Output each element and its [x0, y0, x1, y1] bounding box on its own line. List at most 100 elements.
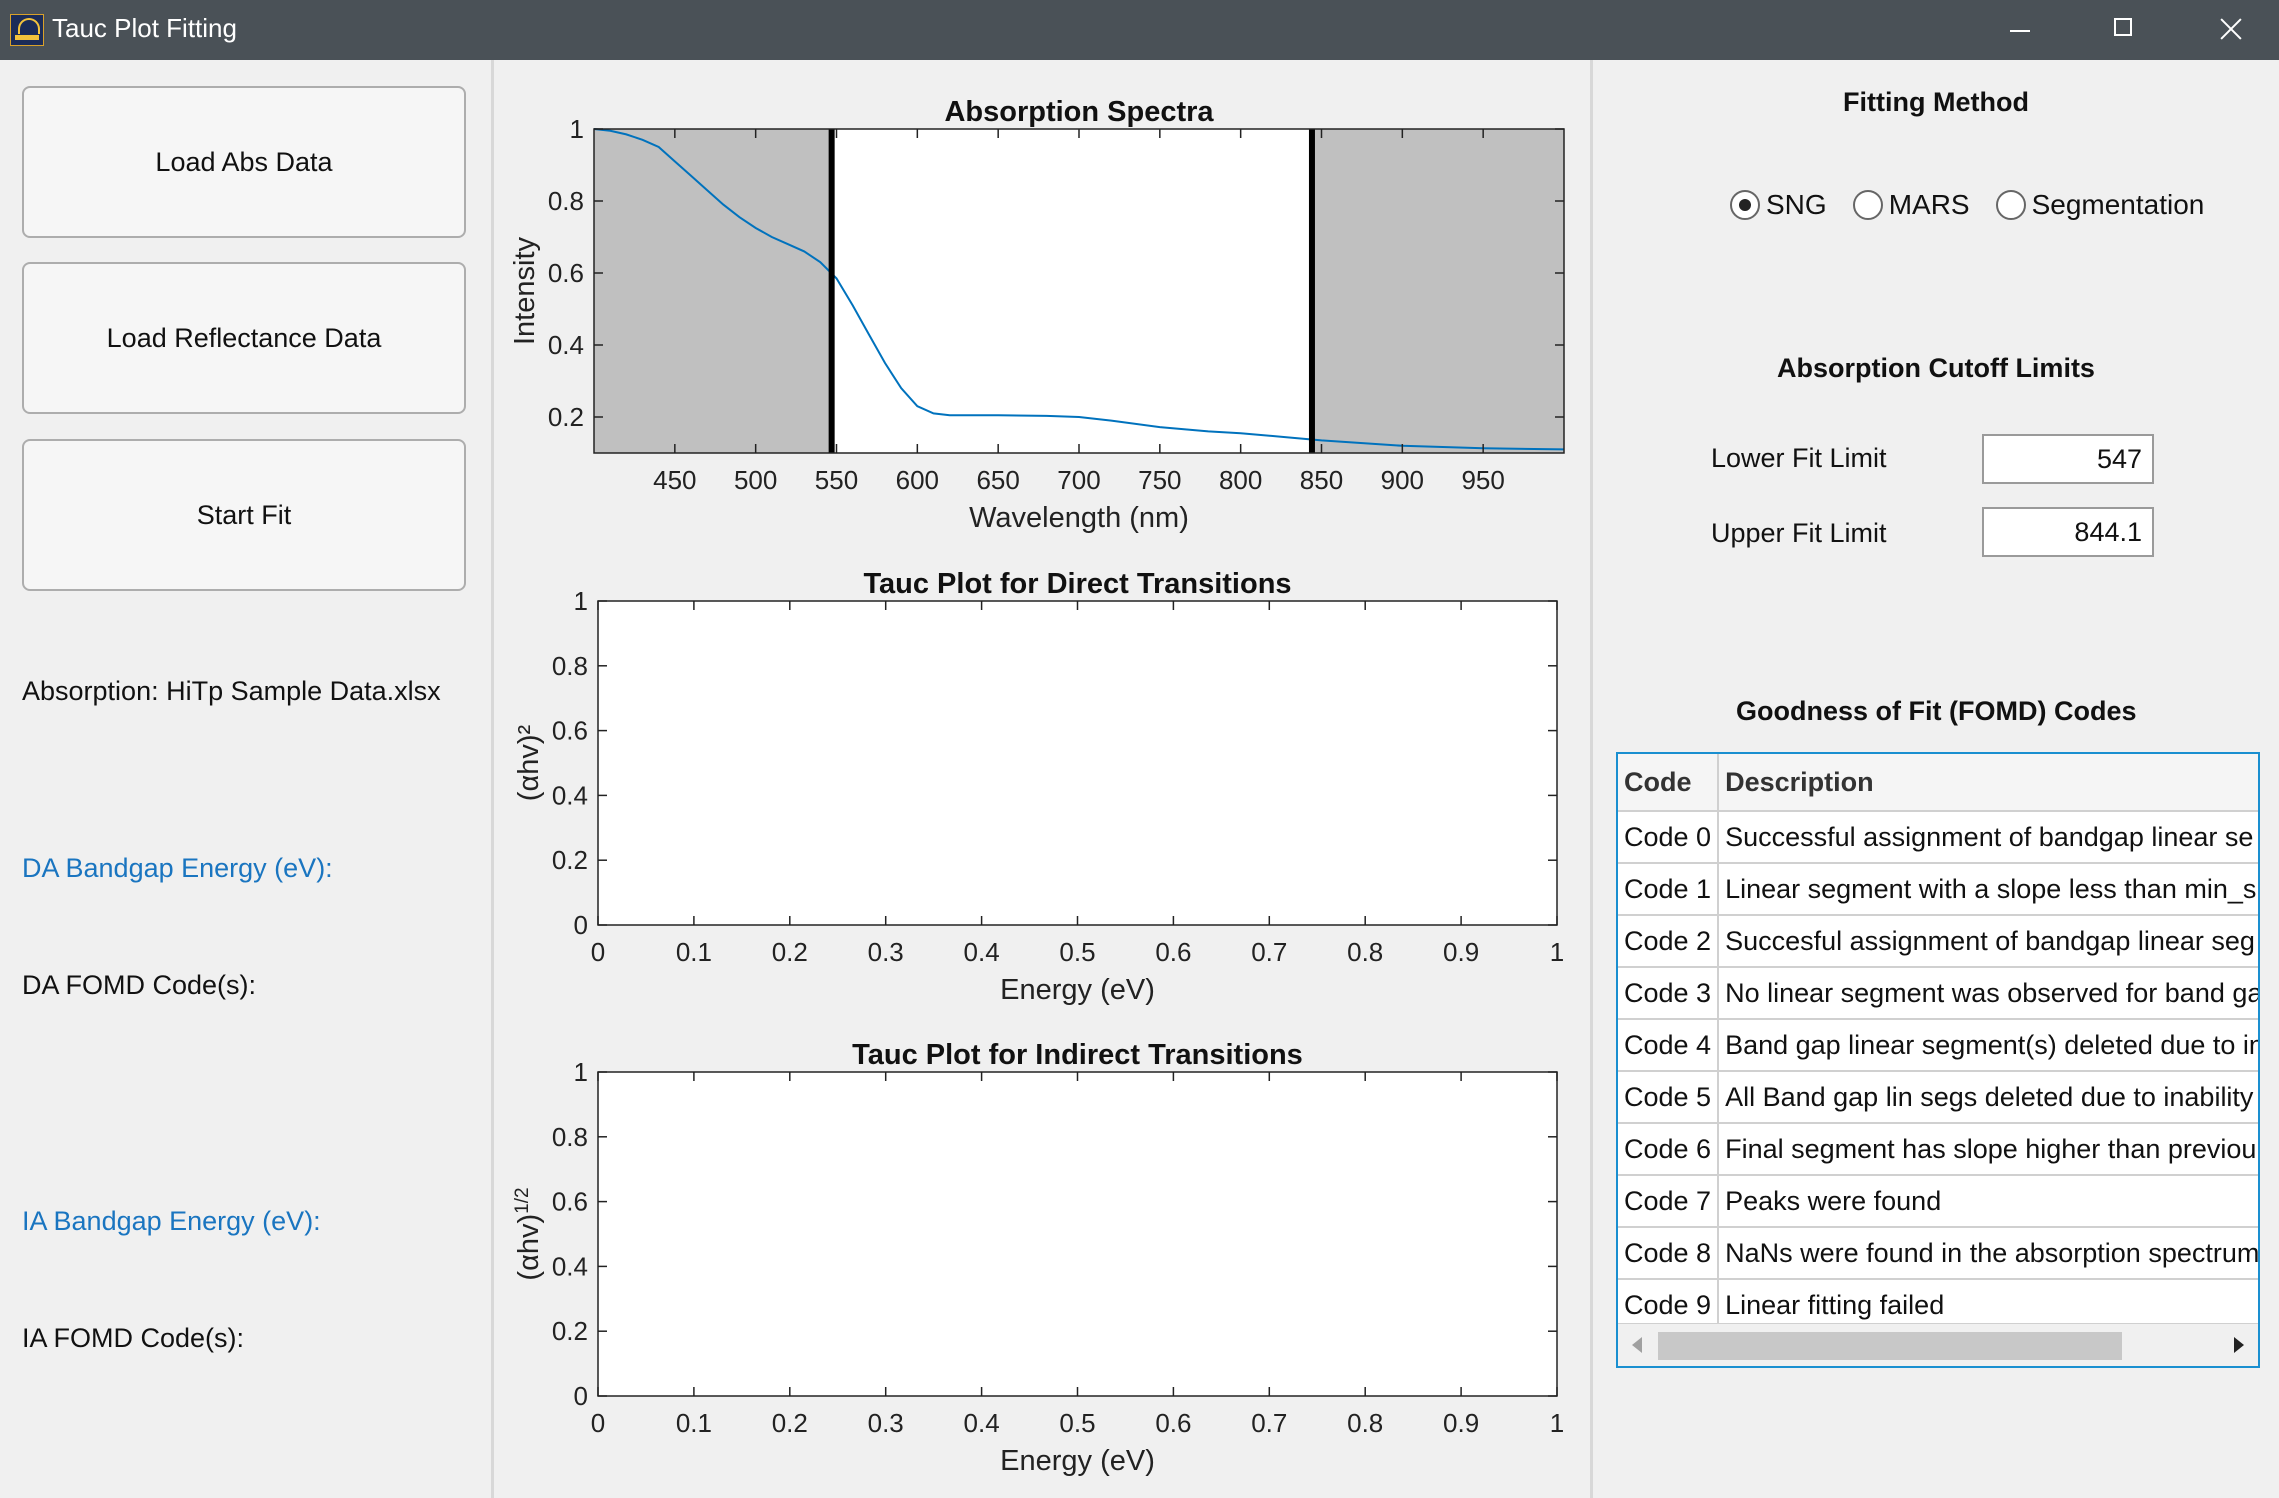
y-tick-label: 0	[574, 910, 588, 940]
cell-description: No linear segment was observed for band …	[1718, 967, 2258, 1020]
ia-bandgap-label: IA Bandgap Energy (eV):	[22, 1206, 321, 1236]
chart-title: Tauc Plot for Direct Transitions	[863, 568, 1291, 600]
cell-description: Successful assignment of bandgap linear …	[1718, 811, 2258, 864]
load-reflectance-data-button[interactable]: Load Reflectance Data	[22, 262, 466, 414]
x-tick-label: 900	[1381, 465, 1424, 495]
radio-sng[interactable]: SNG	[1730, 189, 1827, 221]
scrollbar-thumb[interactable]	[1658, 1332, 2122, 1360]
close-icon[interactable]	[2180, 0, 2279, 60]
column-header-code[interactable]: Code	[1618, 754, 1720, 812]
start-fit-button[interactable]: Start Fit	[22, 439, 466, 591]
x-tick-label: 650	[976, 465, 1019, 495]
radio-segmentation[interactable]: Segmentation	[1995, 189, 2204, 221]
cell-code: Code 2	[1618, 915, 1720, 968]
y-tick-label: 0.6	[552, 1187, 588, 1217]
x-tick-label: 0.8	[1347, 937, 1383, 967]
x-tick-label: 0.1	[676, 1408, 712, 1438]
x-tick-label: 850	[1300, 465, 1343, 495]
y-tick-label: 0.2	[552, 1316, 588, 1346]
x-tick-label: 600	[896, 465, 939, 495]
maximize-icon[interactable]	[2074, 0, 2174, 60]
table-row[interactable]: Code 4 Band gap linear segment(s) deleted…	[1618, 1019, 2258, 1072]
absorption-file-label: Absorption: HiTp Sample Data.xlsx	[22, 676, 441, 706]
plot-background	[598, 601, 1557, 925]
x-tick-label: 0.5	[1059, 1408, 1095, 1438]
table-row[interactable]: Code 8 NaNs were found in the absorption …	[1618, 1227, 2258, 1280]
right-panel-divider	[1590, 60, 1593, 1498]
x-tick-label: 0.7	[1251, 1408, 1287, 1438]
cell-description: Linear segment with a slope less than mi…	[1718, 863, 2258, 916]
app-logo-icon	[10, 14, 44, 46]
y-tick-label: 0.4	[548, 330, 584, 360]
y-tick-label: 0.8	[552, 651, 588, 681]
y-tick-label: 0.6	[548, 258, 584, 288]
x-tick-label: 0.5	[1059, 937, 1095, 967]
fomd-table: Code Description Code 0 Successful assign…	[1618, 754, 2258, 1332]
y-tick-label: 0.2	[552, 845, 588, 875]
cell-code: Code 1	[1618, 863, 1720, 916]
upper-fit-limit-label: Upper Fit Limit	[1711, 518, 1887, 548]
fitting-method-title: Fitting Method	[1843, 87, 2029, 117]
cell-description: Succesful assignment of bandgap linear s…	[1718, 915, 2258, 968]
column-header-description[interactable]: Description	[1718, 754, 2258, 812]
table-row[interactable]: Code 5 All Band gap lin segs deleted due …	[1618, 1071, 2258, 1124]
cell-description: NaNs were found in the absorption spectr…	[1718, 1227, 2258, 1280]
minimize-icon[interactable]	[1970, 0, 2070, 60]
radio-unselected-icon	[1995, 190, 2026, 220]
x-tick-label: 800	[1219, 465, 1262, 495]
chart-title: Tauc Plot for Indirect Transitions	[852, 1039, 1303, 1071]
x-tick-label: 0.3	[868, 1408, 904, 1438]
x-tick-label: 500	[734, 465, 777, 495]
x-tick-label: 0.3	[868, 937, 904, 967]
x-tick-label: 1	[1550, 1408, 1564, 1438]
y-axis-label: Intensity	[509, 237, 541, 345]
x-tick-label: 0	[591, 1408, 605, 1438]
horizontal-scrollbar[interactable]	[1618, 1323, 2258, 1366]
y-tick-label: 0	[574, 1381, 588, 1411]
x-tick-label: 0.2	[772, 1408, 808, 1438]
y-tick-label: 0.4	[552, 780, 588, 810]
chart-title: Absorption Spectra	[944, 96, 1214, 128]
upper-cutoff-region	[1311, 129, 1564, 453]
table-row[interactable]: Code 0 Successful assignment of bandgap l…	[1618, 811, 2258, 864]
da-fomd-label: DA FOMD Code(s):	[22, 970, 257, 1000]
table-row[interactable]: Code 3 No linear segment was observed for…	[1618, 967, 2258, 1020]
x-tick-label: 550	[815, 465, 858, 495]
x-tick-label: 0.6	[1155, 937, 1191, 967]
charts-area: 450 500 550 600 650 700 750 800 850 900 950 0.2 0.4 0…	[509, 96, 1565, 1477]
x-tick-label: 0	[591, 937, 605, 967]
da-bandgap-label: DA Bandgap Energy (eV):	[22, 853, 333, 883]
plot-background	[598, 1072, 1557, 1396]
table-header-row: Code Description	[1618, 754, 2258, 812]
title-bar: Tauc Plot Fitting	[0, 0, 2279, 60]
load-abs-data-button[interactable]: Load Abs Data	[22, 86, 466, 238]
lower-fit-limit-label: Lower Fit Limit	[1711, 443, 1887, 473]
fomd-codes-table[interactable]: Code Description Code 0 Successful assign…	[1616, 752, 2260, 1368]
y-axis-label: (αhv)²	[513, 724, 545, 801]
radio-sng-label: SNG	[1766, 189, 1827, 220]
table-row[interactable]: Code 6 Final segment has slope higher tha…	[1618, 1123, 2258, 1176]
x-tick-label: 750	[1138, 465, 1181, 495]
x-axis-label: Energy (eV)	[1000, 974, 1155, 1006]
absorption-curve	[593, 128, 1565, 451]
cell-description: All Band gap lin segs deleted due to ina…	[1718, 1071, 2258, 1124]
x-tick-label: 450	[653, 465, 696, 495]
table-row[interactable]: Code 2 Succesful assignment of bandgap li…	[1618, 915, 2258, 968]
lower-fit-limit-input[interactable]	[1982, 434, 2154, 484]
fomd-table-title: Goodness of Fit (FOMD) Codes	[1736, 696, 2137, 726]
radio-mars[interactable]: MARS	[1852, 189, 1970, 221]
cell-code: Code 4	[1618, 1019, 1720, 1072]
x-tick-label: 1	[1550, 937, 1564, 967]
table-row[interactable]: Code 7 Peaks were found	[1618, 1175, 2258, 1228]
table-row[interactable]: Code 1 Linear segment with a slope less t…	[1618, 863, 2258, 916]
upper-fit-limit-input[interactable]	[1982, 507, 2154, 557]
y-tick-label: 0.4	[552, 1251, 588, 1281]
y-tick-label: 0.8	[552, 1122, 588, 1152]
scroll-right-icon[interactable]	[2234, 1337, 2244, 1353]
ia-fomd-label: IA FOMD Code(s):	[22, 1323, 245, 1353]
scroll-left-icon[interactable]	[1632, 1337, 1642, 1353]
x-axis-label: Wavelength (nm)	[969, 502, 1189, 534]
x-tick-label: 0.1	[676, 937, 712, 967]
fitting-method-radio-group: SNG MARS Segmentation	[1730, 183, 2230, 227]
y-axis-label: (αhv)1/2	[512, 1187, 546, 1280]
